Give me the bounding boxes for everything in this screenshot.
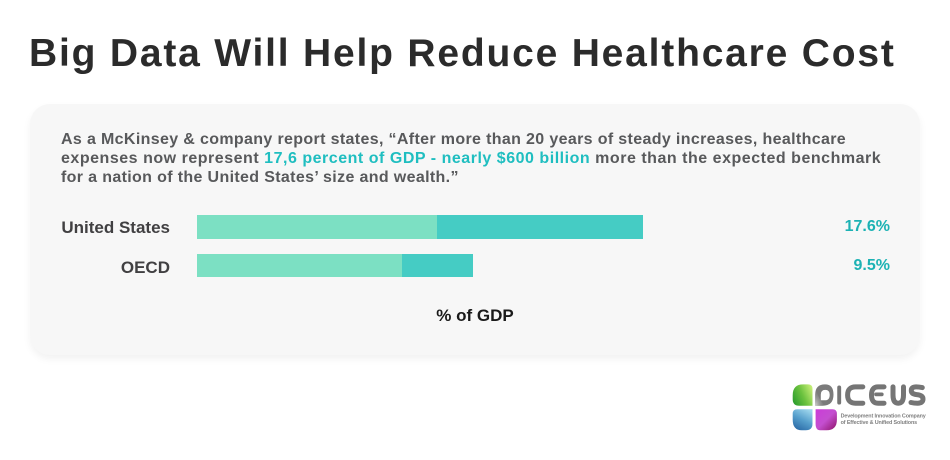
svg-text:of Effective & Unified Solutio: of Effective & Unified Solutions	[841, 420, 918, 426]
svg-text:Development Innovation Company: Development Innovation Company	[841, 414, 926, 420]
